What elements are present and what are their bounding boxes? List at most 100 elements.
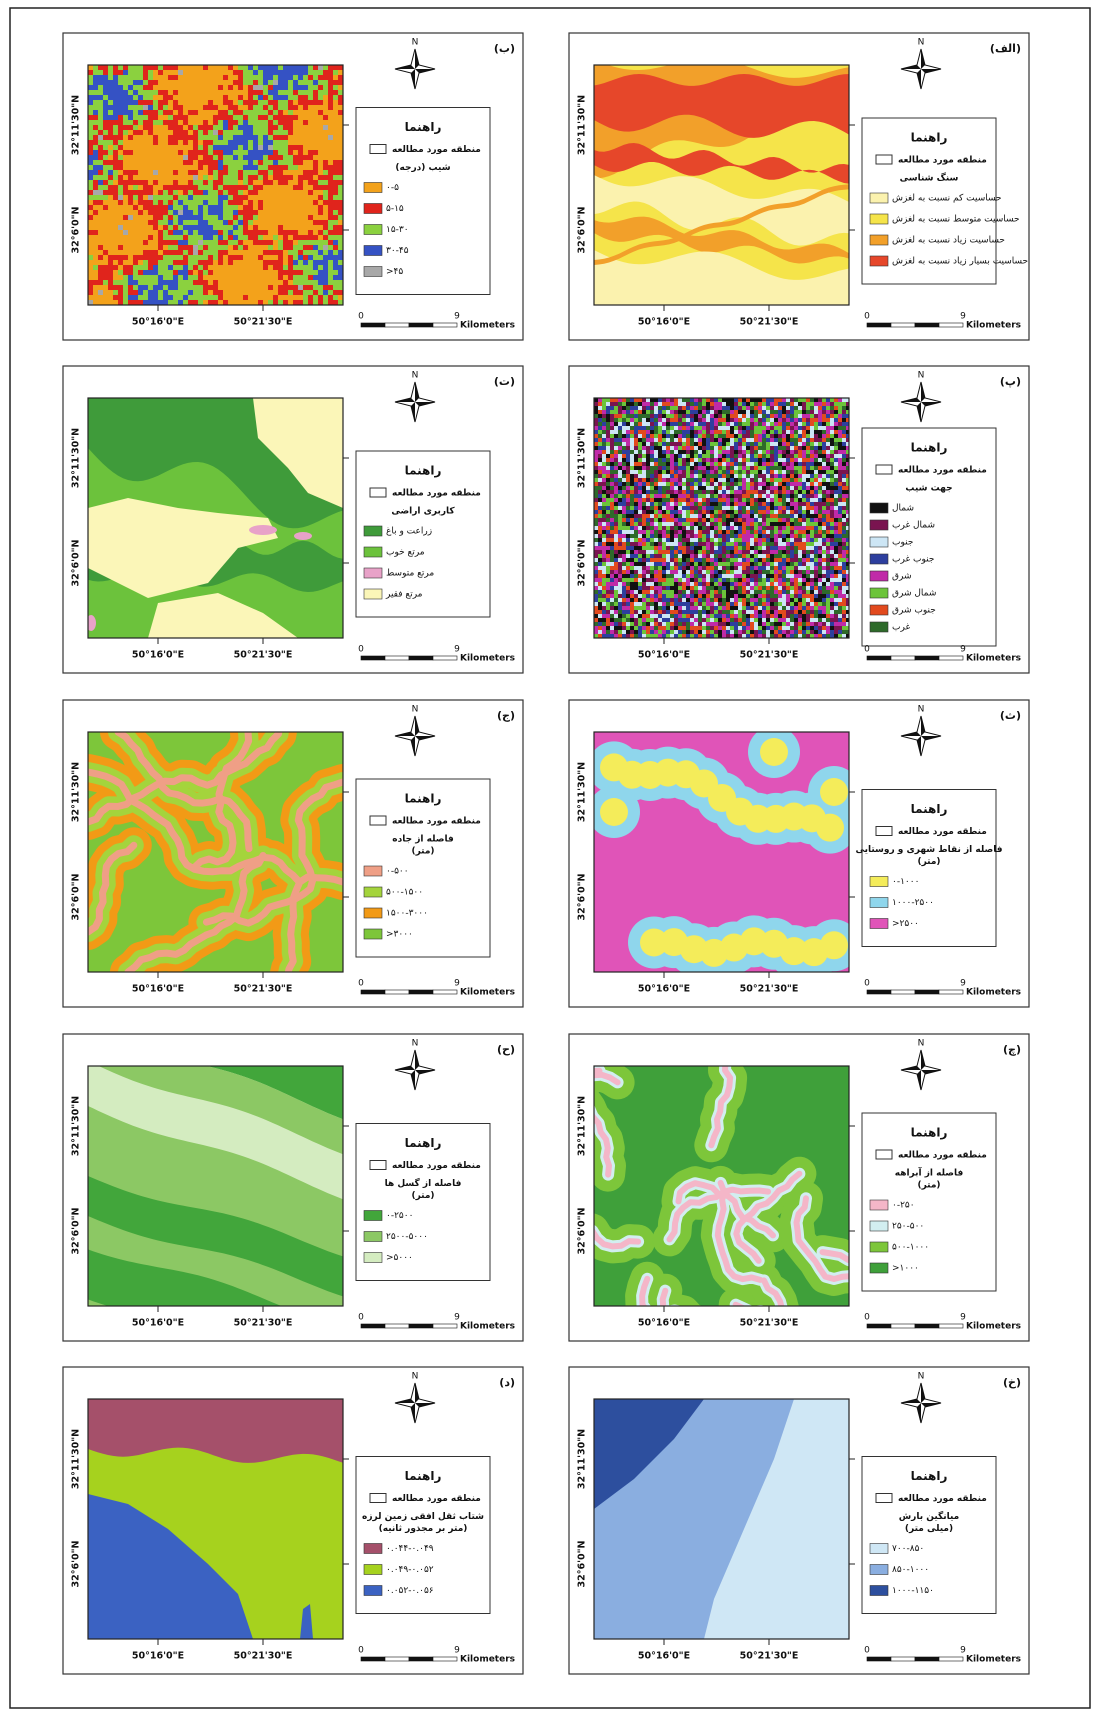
map-cell	[313, 190, 318, 195]
map-cell	[253, 220, 258, 225]
map-cell	[158, 150, 163, 155]
map-cell	[278, 255, 283, 260]
map-cell	[328, 240, 333, 245]
map-cell	[670, 398, 674, 402]
map-cell	[233, 100, 238, 105]
map-cell	[730, 538, 734, 542]
map-cell	[598, 502, 602, 506]
map-cell	[762, 498, 766, 502]
map-cell	[654, 450, 658, 454]
map-cell	[694, 486, 698, 490]
map-cell	[138, 230, 143, 235]
map-cell	[203, 240, 208, 245]
map-cell	[103, 95, 108, 100]
map-cell	[750, 490, 754, 494]
map-cell	[726, 510, 730, 514]
map-cell	[838, 402, 842, 406]
map-cell	[243, 150, 248, 155]
map-cell	[842, 474, 846, 478]
map-cell	[228, 260, 233, 265]
map-cell	[273, 90, 278, 95]
map-cell	[153, 135, 158, 140]
map-cell	[208, 110, 213, 115]
map-cell	[248, 70, 253, 75]
map-cell	[323, 180, 328, 185]
map-cell	[223, 125, 228, 130]
map-cell	[750, 486, 754, 490]
map-cell	[822, 506, 826, 510]
map-cell	[738, 422, 742, 426]
map-cell	[338, 90, 343, 95]
map-cell	[666, 466, 670, 470]
map-cell	[706, 542, 710, 546]
map-cell	[298, 130, 303, 135]
map-cell	[654, 510, 658, 514]
map-cell	[742, 426, 746, 430]
map-cell	[193, 290, 198, 295]
map-cell	[103, 220, 108, 225]
map-cell	[782, 490, 786, 494]
map-cell	[658, 550, 662, 554]
map-cell	[694, 426, 698, 430]
map-cell	[258, 105, 263, 110]
study-area-swatch	[876, 155, 892, 164]
map-cell	[770, 526, 774, 530]
map-cell	[746, 418, 750, 422]
map-cell	[690, 510, 694, 514]
map-cell	[822, 466, 826, 470]
map-cell	[313, 165, 318, 170]
map-cell	[610, 418, 614, 422]
map-cell	[128, 70, 133, 75]
map-cell	[218, 280, 223, 285]
map-cell	[762, 442, 766, 446]
map-cell	[802, 514, 806, 518]
map-cell	[778, 530, 782, 534]
map-cell	[313, 220, 318, 225]
map-cell	[98, 250, 103, 255]
map-cell	[658, 454, 662, 458]
map-cell	[328, 110, 333, 115]
map-cell	[666, 454, 670, 458]
map-cell	[248, 100, 253, 105]
map-cell	[203, 170, 208, 175]
map-cell	[323, 140, 328, 145]
map-cell	[606, 518, 610, 522]
map-cell	[662, 446, 666, 450]
map-cell	[208, 245, 213, 250]
map-cell	[233, 200, 238, 205]
map-cell	[662, 526, 666, 530]
map-cell	[133, 280, 138, 285]
map-cell	[682, 434, 686, 438]
map-cell	[598, 522, 602, 526]
map-cell	[710, 522, 714, 526]
map-cell	[750, 442, 754, 446]
legend-swatch	[870, 214, 888, 224]
map-cell	[658, 462, 662, 466]
map-cell	[734, 430, 738, 434]
map-cell	[642, 538, 646, 542]
map-cell	[606, 462, 610, 466]
map-cell	[698, 462, 702, 466]
map-cell	[228, 145, 233, 150]
map-cell	[333, 255, 338, 260]
map-cell	[634, 506, 638, 510]
map-cell	[730, 490, 734, 494]
map-cell	[98, 175, 103, 180]
map-cell	[798, 410, 802, 414]
map-cell	[810, 406, 814, 410]
map-cell	[148, 260, 153, 265]
map-cell	[794, 418, 798, 422]
map-cell	[834, 406, 838, 410]
map-cell	[738, 482, 742, 486]
map-cell	[642, 482, 646, 486]
map-cell	[153, 235, 158, 240]
map-cell	[143, 250, 148, 255]
map-cell	[208, 115, 213, 120]
map-cell	[223, 150, 228, 155]
map-cell	[598, 458, 602, 462]
map-cell	[158, 115, 163, 120]
map-cell	[178, 125, 183, 130]
map-cell	[333, 265, 338, 270]
map-cell	[328, 100, 333, 105]
map-cell	[726, 398, 730, 402]
